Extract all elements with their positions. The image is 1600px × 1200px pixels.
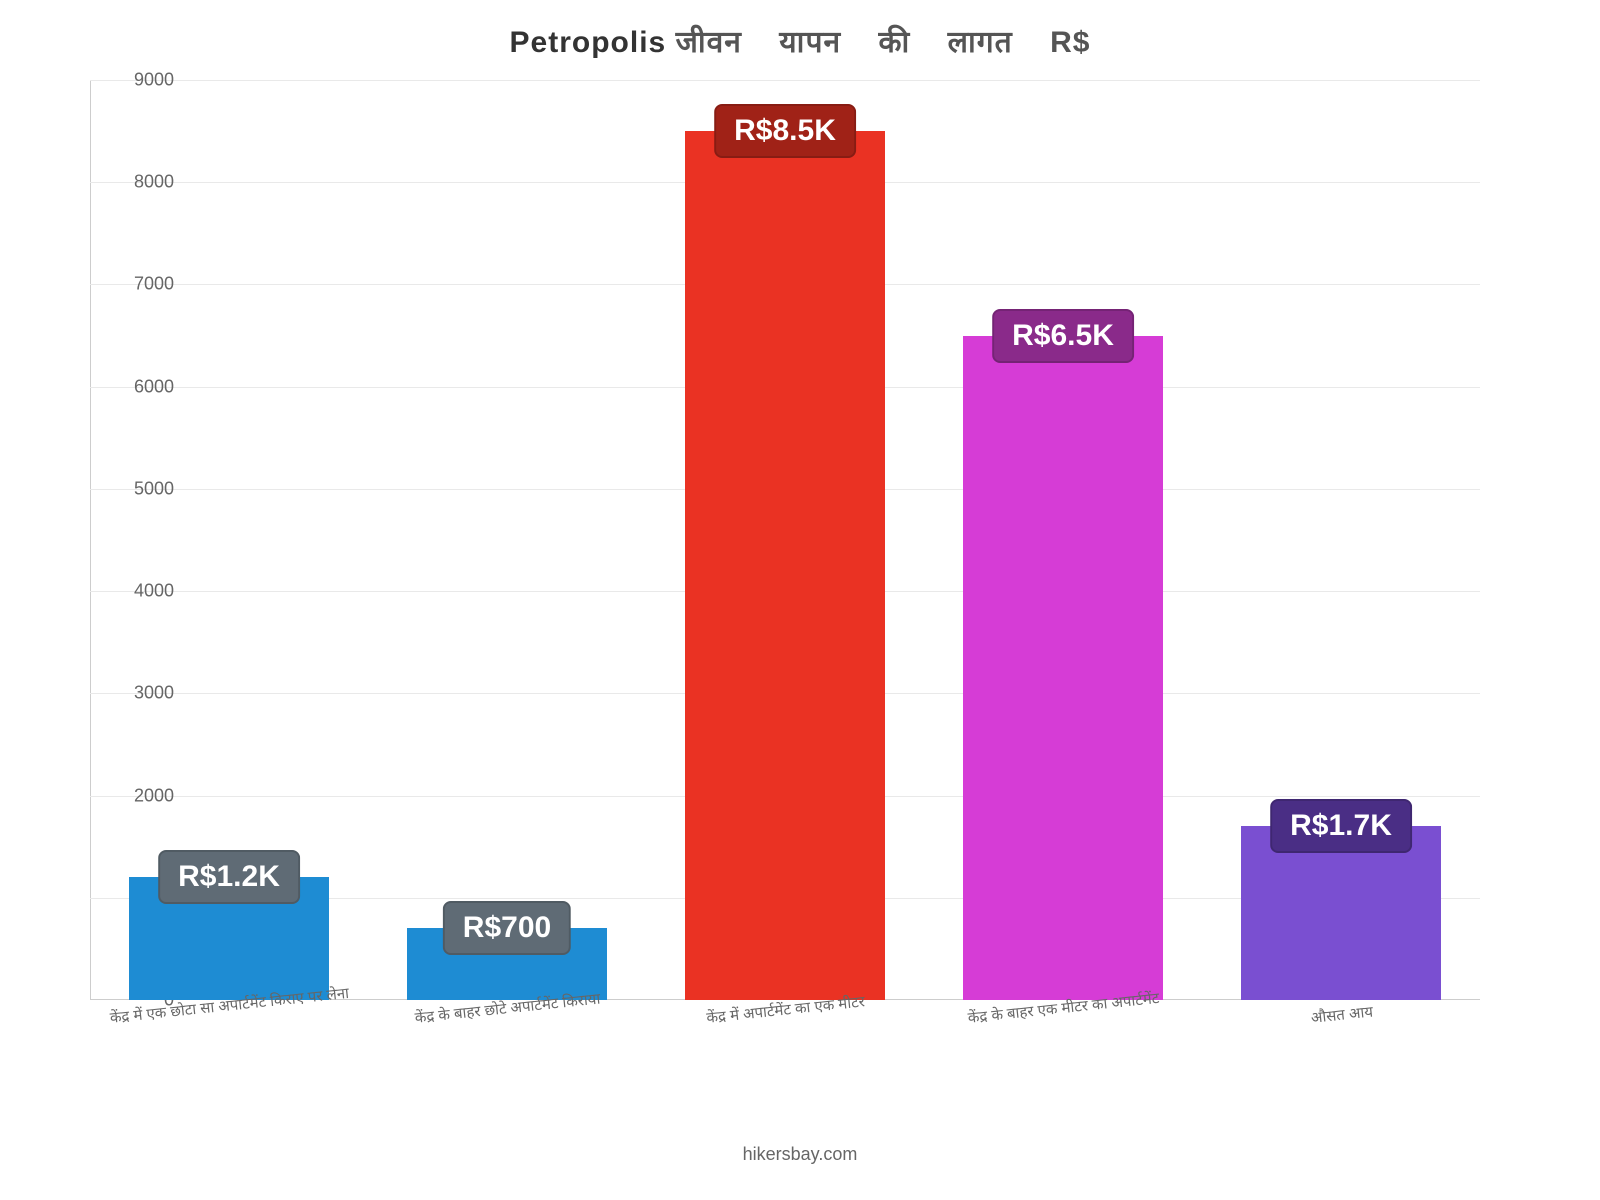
value-label: R$6.5K <box>992 309 1134 363</box>
bar-slot: R$6.5Kकेंद्र के बाहर एक मीटर का अपार्टमे… <box>924 80 1202 1000</box>
title-word: R$ <box>1050 26 1090 59</box>
plot-area: 0100020003000400050006000700080009000R$1… <box>90 80 1480 1000</box>
bar <box>963 336 1163 1000</box>
bar <box>685 131 885 1000</box>
value-label: R$8.5K <box>714 104 856 158</box>
x-tick-label: औसत आय <box>1310 1001 1374 1027</box>
bar-slot: R$1.7Kऔसत आय <box>1202 80 1480 1000</box>
title-word: यापन <box>779 26 841 59</box>
bar-slot: R$1.2Kकेंद्र में एक छोटा सा अपार्टमेंट क… <box>90 80 368 1000</box>
value-label: R$700 <box>443 901 571 955</box>
title-word: लागत <box>948 26 1013 59</box>
bar-slot: R$8.5Kकेंद्र में अपार्टमेंट का एक मीटर <box>646 80 924 1000</box>
value-label: R$1.7K <box>1270 799 1412 853</box>
value-label: R$1.2K <box>158 850 300 904</box>
title-word: की <box>879 26 911 59</box>
watermark: hikersbay.com <box>743 1144 858 1165</box>
chart-title: Petropolis जीवन यापन की लागत R$ <box>0 20 1600 61</box>
bar-slot: R$700केंद्र के बाहर छोटे अपार्टमेंट किरा… <box>368 80 646 1000</box>
chart-container: Petropolis जीवन यापन की लागत R$ 01000200… <box>0 0 1600 1200</box>
title-city: Petropolis <box>510 26 676 59</box>
title-word: जीवन <box>676 26 742 59</box>
